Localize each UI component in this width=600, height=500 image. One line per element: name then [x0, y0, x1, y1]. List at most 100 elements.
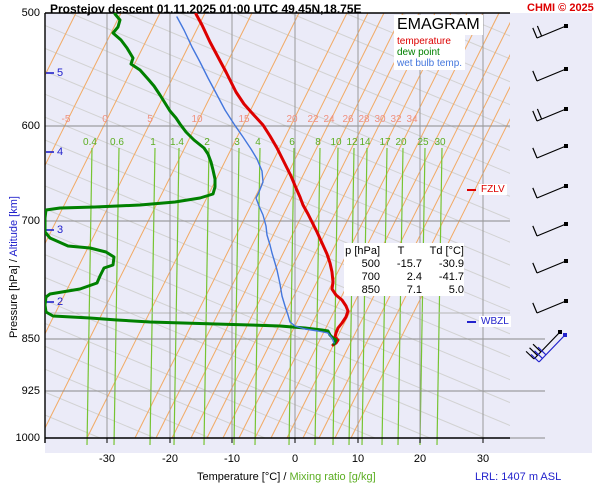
line-families [45, 13, 510, 445]
dry-adiabat-line [45, 345, 266, 439]
temp-tick-label: -10 [224, 453, 240, 465]
mixing-ratio-line [233, 147, 240, 445]
dry-adiabat-line [234, 13, 510, 129]
legend-item-dewpoint: dew point [397, 47, 440, 58]
isotherm-line [350, 118, 510, 439]
isotherm-line [270, 13, 484, 439]
wind-barb [532, 144, 568, 159]
x-axis-title: Temperature [°C] / Mixing ratio [g/kg] [197, 471, 376, 483]
table-cell: 700 [361, 271, 380, 283]
isotherm-line [286, 13, 500, 439]
data-table-box: p [hPa] T Td [°C] 500 -15.7 -30.9 700 2.… [344, 243, 464, 296]
mixing-ratio-line [361, 147, 368, 445]
isotherm-label: 32 [390, 114, 402, 125]
isotherm-label: 20 [286, 114, 298, 125]
mixing-ratio-label: 8 [315, 137, 321, 148]
mixing-ratio-line [348, 147, 355, 445]
isotherm-line [45, 13, 253, 430]
isotherm-label: 5 [147, 114, 153, 125]
legend-item-wetbulb: wet bulb temp. [397, 58, 463, 69]
mixing-ratio-line [381, 147, 388, 445]
altitude-label-2: 2 [57, 296, 64, 308]
dry-adiabat-line [45, 208, 510, 404]
dry-adiabat-line [45, 277, 431, 439]
altitude-label-5: 5 [57, 67, 64, 79]
legend-item-temperature: temperature [397, 36, 451, 47]
mixing-ratio-label: 0.4 [83, 137, 97, 148]
wind-barb [532, 259, 568, 274]
dry-adiabat-line [45, 322, 321, 439]
dry-adiabat-line [69, 13, 510, 197]
isotherm-label: 26 [342, 114, 354, 125]
pressure-label-600: 600 [21, 120, 40, 132]
wind-barb [532, 107, 568, 122]
altitude-label-4: 4 [57, 146, 64, 158]
table-cell: -41.7 [438, 271, 464, 283]
pressure-label-500: 500 [21, 7, 40, 19]
mixing-ratio-label: 0.6 [110, 137, 124, 148]
mixing-ratio-label: 30 [434, 137, 446, 148]
temp-tick-label: -30 [99, 453, 115, 465]
isotherm-label: -5 [61, 114, 71, 125]
isotherm-line [171, 13, 385, 439]
sounding-curves [45, 13, 350, 347]
mixing-ratio-label: 17 [379, 137, 391, 148]
mixing-ratio-line [149, 147, 156, 445]
temp-tick-label: 0 [291, 453, 299, 465]
dry-adiabat-line [45, 254, 486, 439]
table-cell: 500 [361, 258, 380, 270]
mixing-ratio-line [173, 147, 180, 445]
isotherm-line [318, 53, 510, 439]
table-cell: 5.0 [448, 284, 464, 296]
wind-barb [532, 67, 568, 82]
temp-tick-label: 30 [476, 453, 490, 465]
dry-adiabat-line [45, 70, 510, 266]
mixing-ratio-label: 1.4 [170, 137, 184, 148]
temperature-curve [194, 13, 350, 347]
fzlv-label: FZLV [479, 184, 507, 195]
dry-adiabat-line [289, 13, 510, 106]
mixing-ratio-line [288, 147, 295, 445]
isotherm-label: 22 [307, 114, 319, 125]
isotherm-line [222, 13, 436, 439]
dry-adiabat-line [45, 162, 510, 358]
mixing-ratio-line [419, 147, 426, 445]
dry-adiabat-line [45, 93, 510, 289]
isotherm-line [155, 13, 369, 439]
lrl-label: LRL: 1407 m ASL [475, 471, 562, 483]
wind-barb [530, 333, 567, 363]
mixing-ratio-line [254, 147, 261, 445]
dry-adiabat-line [45, 185, 510, 381]
table-header-t: T [397, 245, 405, 257]
wet-bulb-temp--curve [176, 16, 335, 344]
isotherm-label: 24 [323, 114, 335, 125]
table-cell: 850 [361, 284, 380, 296]
isotherm-line [190, 13, 404, 439]
mixing-ratio-label: 6 [289, 137, 295, 148]
isotherm-label: 0 [102, 114, 108, 125]
mixing-ratio-line [203, 147, 210, 445]
temp-tick-label: -20 [162, 453, 178, 465]
isotherm-label: 15 [238, 114, 250, 125]
table-header-td: Td [°C] [429, 245, 464, 257]
wind-barb [532, 24, 568, 39]
dry-adiabat-line [179, 13, 510, 152]
isotherm-label: 30 [374, 114, 386, 125]
mixing-ratio-line [314, 147, 321, 445]
mixing-ratio-label: 14 [359, 137, 371, 148]
wind-barb [532, 299, 568, 314]
mixing-ratio-line [436, 147, 443, 445]
table-cell: -15.7 [396, 258, 422, 270]
table-cell: -30.9 [438, 258, 464, 270]
altitude-label-3: 3 [57, 224, 64, 236]
mixing-ratio-label: 20 [395, 137, 407, 148]
table-cell: 2.4 [406, 271, 422, 283]
pressure-label-1000: 1000 [15, 432, 40, 444]
isotherm-line [238, 13, 452, 439]
pressure-label-925: 925 [21, 385, 40, 397]
dry-adiabat-line [45, 116, 510, 312]
mixing-ratio-label: 12 [346, 137, 358, 148]
mixing-ratio-label: 10 [330, 137, 342, 148]
